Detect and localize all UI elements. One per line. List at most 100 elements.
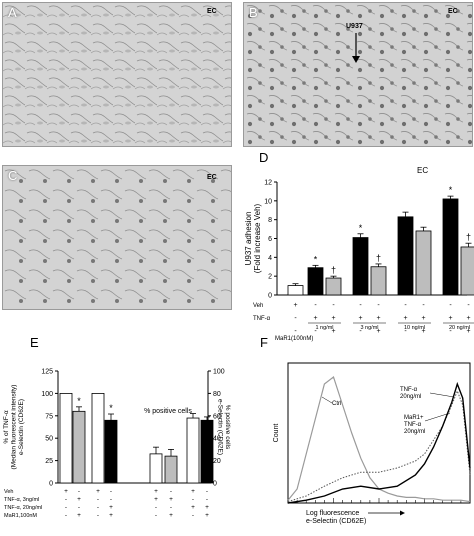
e-row-sign: +	[169, 512, 173, 519]
e-row-sign: -	[65, 504, 67, 511]
e-left-axis-label: % of TNF-α(Median fluorescent intensity)…	[3, 385, 25, 470]
d-mar1-sign: +	[421, 328, 425, 335]
f-series-line	[287, 381, 471, 504]
d-row-label-veh: Veh	[253, 303, 263, 309]
e-row-sign: -	[170, 504, 172, 511]
micrograph-c: C EC	[2, 165, 232, 310]
f-series-line	[287, 376, 471, 503]
d-row-label-mar1: MaR1(100nM)	[275, 336, 313, 342]
e-bar	[200, 419, 214, 484]
f-annotation-ctrl-leader	[321, 396, 333, 404]
e-right-tick-label: 40	[213, 436, 221, 443]
d-y-tick-label: 6	[268, 236, 272, 243]
e-row-sign: +	[154, 496, 158, 503]
e-row-sign: -	[78, 488, 80, 495]
d-mar1-sign: -	[359, 328, 362, 335]
d-mar1-sign: -	[449, 328, 452, 335]
d-bar	[460, 246, 474, 296]
d-dose-label: 20 ng/ml	[449, 325, 470, 331]
micrograph-c-texture	[3, 166, 231, 309]
f-y-axis-label: Count	[273, 424, 280, 443]
d-bar	[370, 266, 387, 296]
d-bar	[442, 198, 459, 296]
d-tnf-sign: +	[331, 315, 335, 322]
e-row-sign: -	[110, 496, 112, 503]
e-row-sign: +	[205, 512, 209, 519]
e-significance-mark: *	[109, 403, 113, 413]
e-left-tick-label: 75	[45, 413, 53, 420]
e-right-tick-label: 80	[213, 391, 221, 398]
f-annotation-tnf-leader	[429, 392, 455, 398]
e-bar	[149, 453, 163, 484]
e-left-tick-label: 125	[41, 369, 53, 376]
d-y-tick-label: 4	[268, 255, 272, 262]
e-row-sign: +	[109, 512, 113, 519]
e-row-sign: +	[191, 488, 195, 495]
e-right-axis-label: % positive cellse-Selectin (CD62E)	[217, 399, 232, 455]
d-veh-sign: -	[404, 302, 407, 309]
e-row-sign: +	[109, 504, 113, 511]
d-bar	[307, 267, 324, 296]
e-right-tick-label: 0	[213, 481, 217, 488]
d-y-tick-label: 10	[264, 198, 272, 205]
panel-d: D EC 0 2 4 6 8 10 12 U937 adhesion(Fold increas…	[235, 150, 474, 348]
d-veh-sign: +	[293, 302, 297, 309]
f-series-line	[287, 389, 471, 503]
micrograph-b-texture	[244, 3, 472, 146]
e-row-label: TNF-α, 3ng/ml	[4, 497, 39, 503]
e-significance-mark: *	[77, 396, 81, 406]
d-dose-label: 10 ng/ml	[404, 325, 425, 331]
e-row-label: TNF-α, 20ng/ml	[4, 505, 42, 511]
f-annotation-tnf: TNF-α 20ng/ml	[400, 387, 421, 400]
d-tnf-sign: -	[294, 315, 297, 322]
f-annotation-mar1-leader	[424, 412, 451, 422]
d-veh-sign: -	[422, 302, 425, 309]
d-bar	[415, 230, 432, 296]
d-y-tick-label: 0	[268, 293, 272, 300]
e-left-tick-label: 25	[45, 458, 53, 465]
micrograph-a: A EC	[2, 2, 232, 147]
e-row-sign: -	[65, 512, 67, 519]
d-bar	[397, 216, 414, 296]
u937-arrow-head	[352, 56, 360, 63]
f-annotation-ctrl: Ctrl	[332, 401, 341, 407]
f-annotation-mar1: MaR1+ TNF-α 20ng/ml	[404, 415, 425, 435]
e-right-tick-label: 20	[213, 458, 221, 465]
d-significance-mark: *	[314, 254, 318, 264]
e-row-sign: -	[192, 496, 194, 503]
d-dose-label: 1 ng/ml	[315, 325, 333, 331]
e-left-tick-label: 50	[45, 436, 53, 443]
e-row-sign: -	[97, 512, 99, 519]
e-row-sign: -	[97, 496, 99, 503]
e-row-sign: +	[77, 512, 81, 519]
e-right-tick-label: 100	[213, 369, 225, 376]
e-row-sign: +	[64, 488, 68, 495]
d-significance-mark: *	[359, 223, 363, 233]
d-tnf-sign: +	[421, 315, 425, 322]
e-bar	[59, 393, 73, 484]
d-veh-sign: -	[314, 302, 317, 309]
u937-arrow-label: U937	[346, 23, 363, 30]
panel-f-label: F	[260, 335, 268, 350]
e-bar	[91, 393, 105, 484]
e-row-sign: -	[192, 512, 194, 519]
e-row-sign: +	[77, 496, 81, 503]
e-bar	[104, 419, 118, 484]
d-mar1-sign: -	[314, 328, 317, 335]
d-mar1-sign: -	[294, 328, 297, 335]
panel-d-tag: EC	[417, 166, 429, 175]
e-row-sign: -	[155, 512, 157, 519]
e-row-label: MaR1,100nM	[4, 513, 37, 519]
panel-b-label: B	[249, 5, 258, 20]
d-tnf-sign: +	[448, 315, 452, 322]
d-tnf-sign: +	[358, 315, 362, 322]
e-row-label: Veh	[4, 489, 13, 495]
panel-f: F Count Log fluorescence e-Selectin (CD62E…	[240, 335, 474, 531]
panel-e: E 0 25 50 75 100 125 0 20 40 60 80 100 % of TNF-α(Me…	[0, 335, 240, 531]
d-mar1-sign: -	[404, 328, 407, 335]
e-row-sign: -	[155, 504, 157, 511]
chart-d: 0 2 4 6 8 10 12 U937 adhesion(Fold increase Veh…	[244, 180, 474, 342]
d-veh-sign: -	[467, 302, 470, 309]
d-y-tick-label: 2	[268, 274, 272, 281]
d-bar	[352, 237, 369, 296]
